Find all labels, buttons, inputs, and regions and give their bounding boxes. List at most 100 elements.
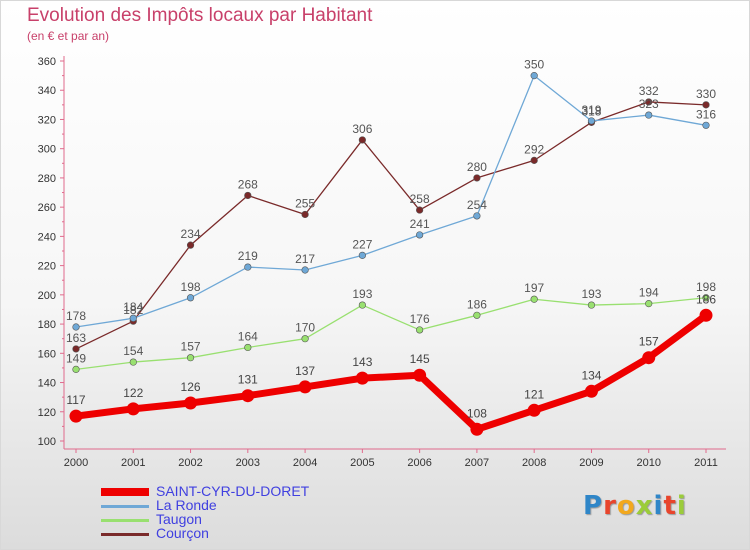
data-label: 255: [295, 196, 315, 210]
series-line: [72, 311, 710, 433]
data-label: 198: [696, 280, 716, 294]
y-tick-label: 320: [38, 114, 56, 126]
data-point: [699, 308, 713, 322]
data-point: [642, 351, 656, 365]
data-label: 131: [238, 373, 258, 387]
legend-label: SAINT-CYR-DU-DORET: [156, 483, 310, 499]
data-label: 184: [123, 300, 143, 314]
data-point: [416, 231, 424, 239]
data-point: [72, 345, 80, 353]
logo-letter: x: [635, 491, 654, 521]
x-tick-label: 2002: [178, 457, 202, 469]
legend-label: Taugon: [156, 511, 202, 527]
data-point: [244, 263, 252, 271]
data-label: 330: [696, 87, 716, 101]
data-point: [702, 101, 710, 109]
data-point: [587, 301, 596, 309]
data-label: 176: [410, 312, 430, 326]
data-point: [358, 136, 366, 144]
data-point: [72, 323, 80, 331]
data-point: [470, 422, 484, 436]
series-line: [75, 297, 707, 371]
data-label: 182: [123, 303, 143, 317]
data-label: 178: [66, 309, 86, 323]
data-label: 137: [295, 364, 315, 378]
data-point: [645, 98, 653, 106]
data-label: 198: [181, 280, 201, 294]
y-tick-label: 120: [38, 407, 56, 419]
x-tick-label: 2010: [636, 457, 660, 469]
data-point: [244, 343, 252, 352]
data-point: [186, 241, 195, 249]
x-tick-label: 2005: [350, 457, 374, 469]
data-label: 121: [524, 387, 544, 401]
data-point: [530, 156, 538, 164]
legend-swatch: [101, 533, 149, 536]
data-label: 194: [639, 286, 659, 300]
data-point: [72, 365, 80, 373]
data-point: [358, 251, 366, 259]
data-label: 292: [524, 142, 544, 156]
chart-subtitle: (en € et par an): [27, 29, 110, 43]
x-tick-label: 2004: [293, 457, 317, 469]
logo-letter: r: [603, 491, 617, 521]
data-label: 316: [696, 107, 716, 121]
data-point: [241, 389, 255, 403]
data-label: 227: [352, 237, 372, 251]
data-point: [584, 384, 598, 398]
data-label: 332: [639, 84, 659, 98]
data-label: 193: [352, 287, 372, 301]
data-point: [358, 301, 366, 309]
data-label: 157: [639, 335, 659, 349]
x-tick-label: 2009: [579, 457, 603, 469]
data-label: 258: [410, 192, 430, 206]
data-point: [530, 295, 538, 303]
y-tick-label: 100: [38, 436, 56, 448]
data-point: [184, 396, 198, 410]
data-point: [530, 72, 538, 80]
y-tick-label: 240: [38, 231, 56, 243]
data-point: [645, 111, 653, 119]
data-point: [527, 403, 541, 417]
data-point: [416, 206, 424, 214]
data-point: [702, 294, 710, 302]
y-tick-label: 300: [38, 144, 56, 156]
x-tick-label: 2001: [121, 457, 145, 469]
data-point: [416, 326, 424, 334]
data-point: [473, 174, 481, 182]
x-tick-label: 2011: [694, 457, 718, 469]
data-point: [244, 191, 252, 200]
data-label: 219: [238, 249, 258, 263]
data-point: [186, 294, 195, 302]
data-label: 134: [581, 368, 601, 382]
x-tick-label: 2000: [64, 457, 88, 469]
x-tick-label: 2006: [407, 457, 431, 469]
data-label: 186: [467, 297, 487, 311]
y-tick-label: 260: [38, 202, 56, 214]
y-tick-label: 360: [38, 56, 56, 68]
data-point: [129, 358, 137, 366]
chart-title: Evolution des Impôts locaux par Habitant: [27, 5, 373, 26]
data-label: 268: [238, 177, 258, 191]
x-tick-label: 2008: [522, 457, 546, 469]
data-point: [473, 212, 481, 220]
data-point: [587, 117, 596, 125]
data-point: [355, 371, 369, 385]
data-label: 193: [581, 287, 601, 301]
legend-label: La Ronde: [156, 497, 217, 513]
data-label: 350: [524, 58, 544, 72]
data-label: 319: [581, 103, 601, 117]
data-label: 143: [352, 355, 372, 369]
data-label: 280: [467, 160, 487, 174]
logo-letter: i: [676, 491, 687, 521]
legend-swatch: [101, 519, 149, 522]
data-label: 306: [352, 122, 372, 136]
data-label: 254: [467, 198, 487, 212]
legend-swatch: [101, 488, 149, 496]
data-label: 154: [123, 344, 143, 358]
data-point: [301, 266, 309, 274]
data-label: 318: [581, 104, 601, 118]
proxiti-logo: Proxiti: [583, 491, 687, 521]
data-label: 122: [123, 386, 143, 400]
